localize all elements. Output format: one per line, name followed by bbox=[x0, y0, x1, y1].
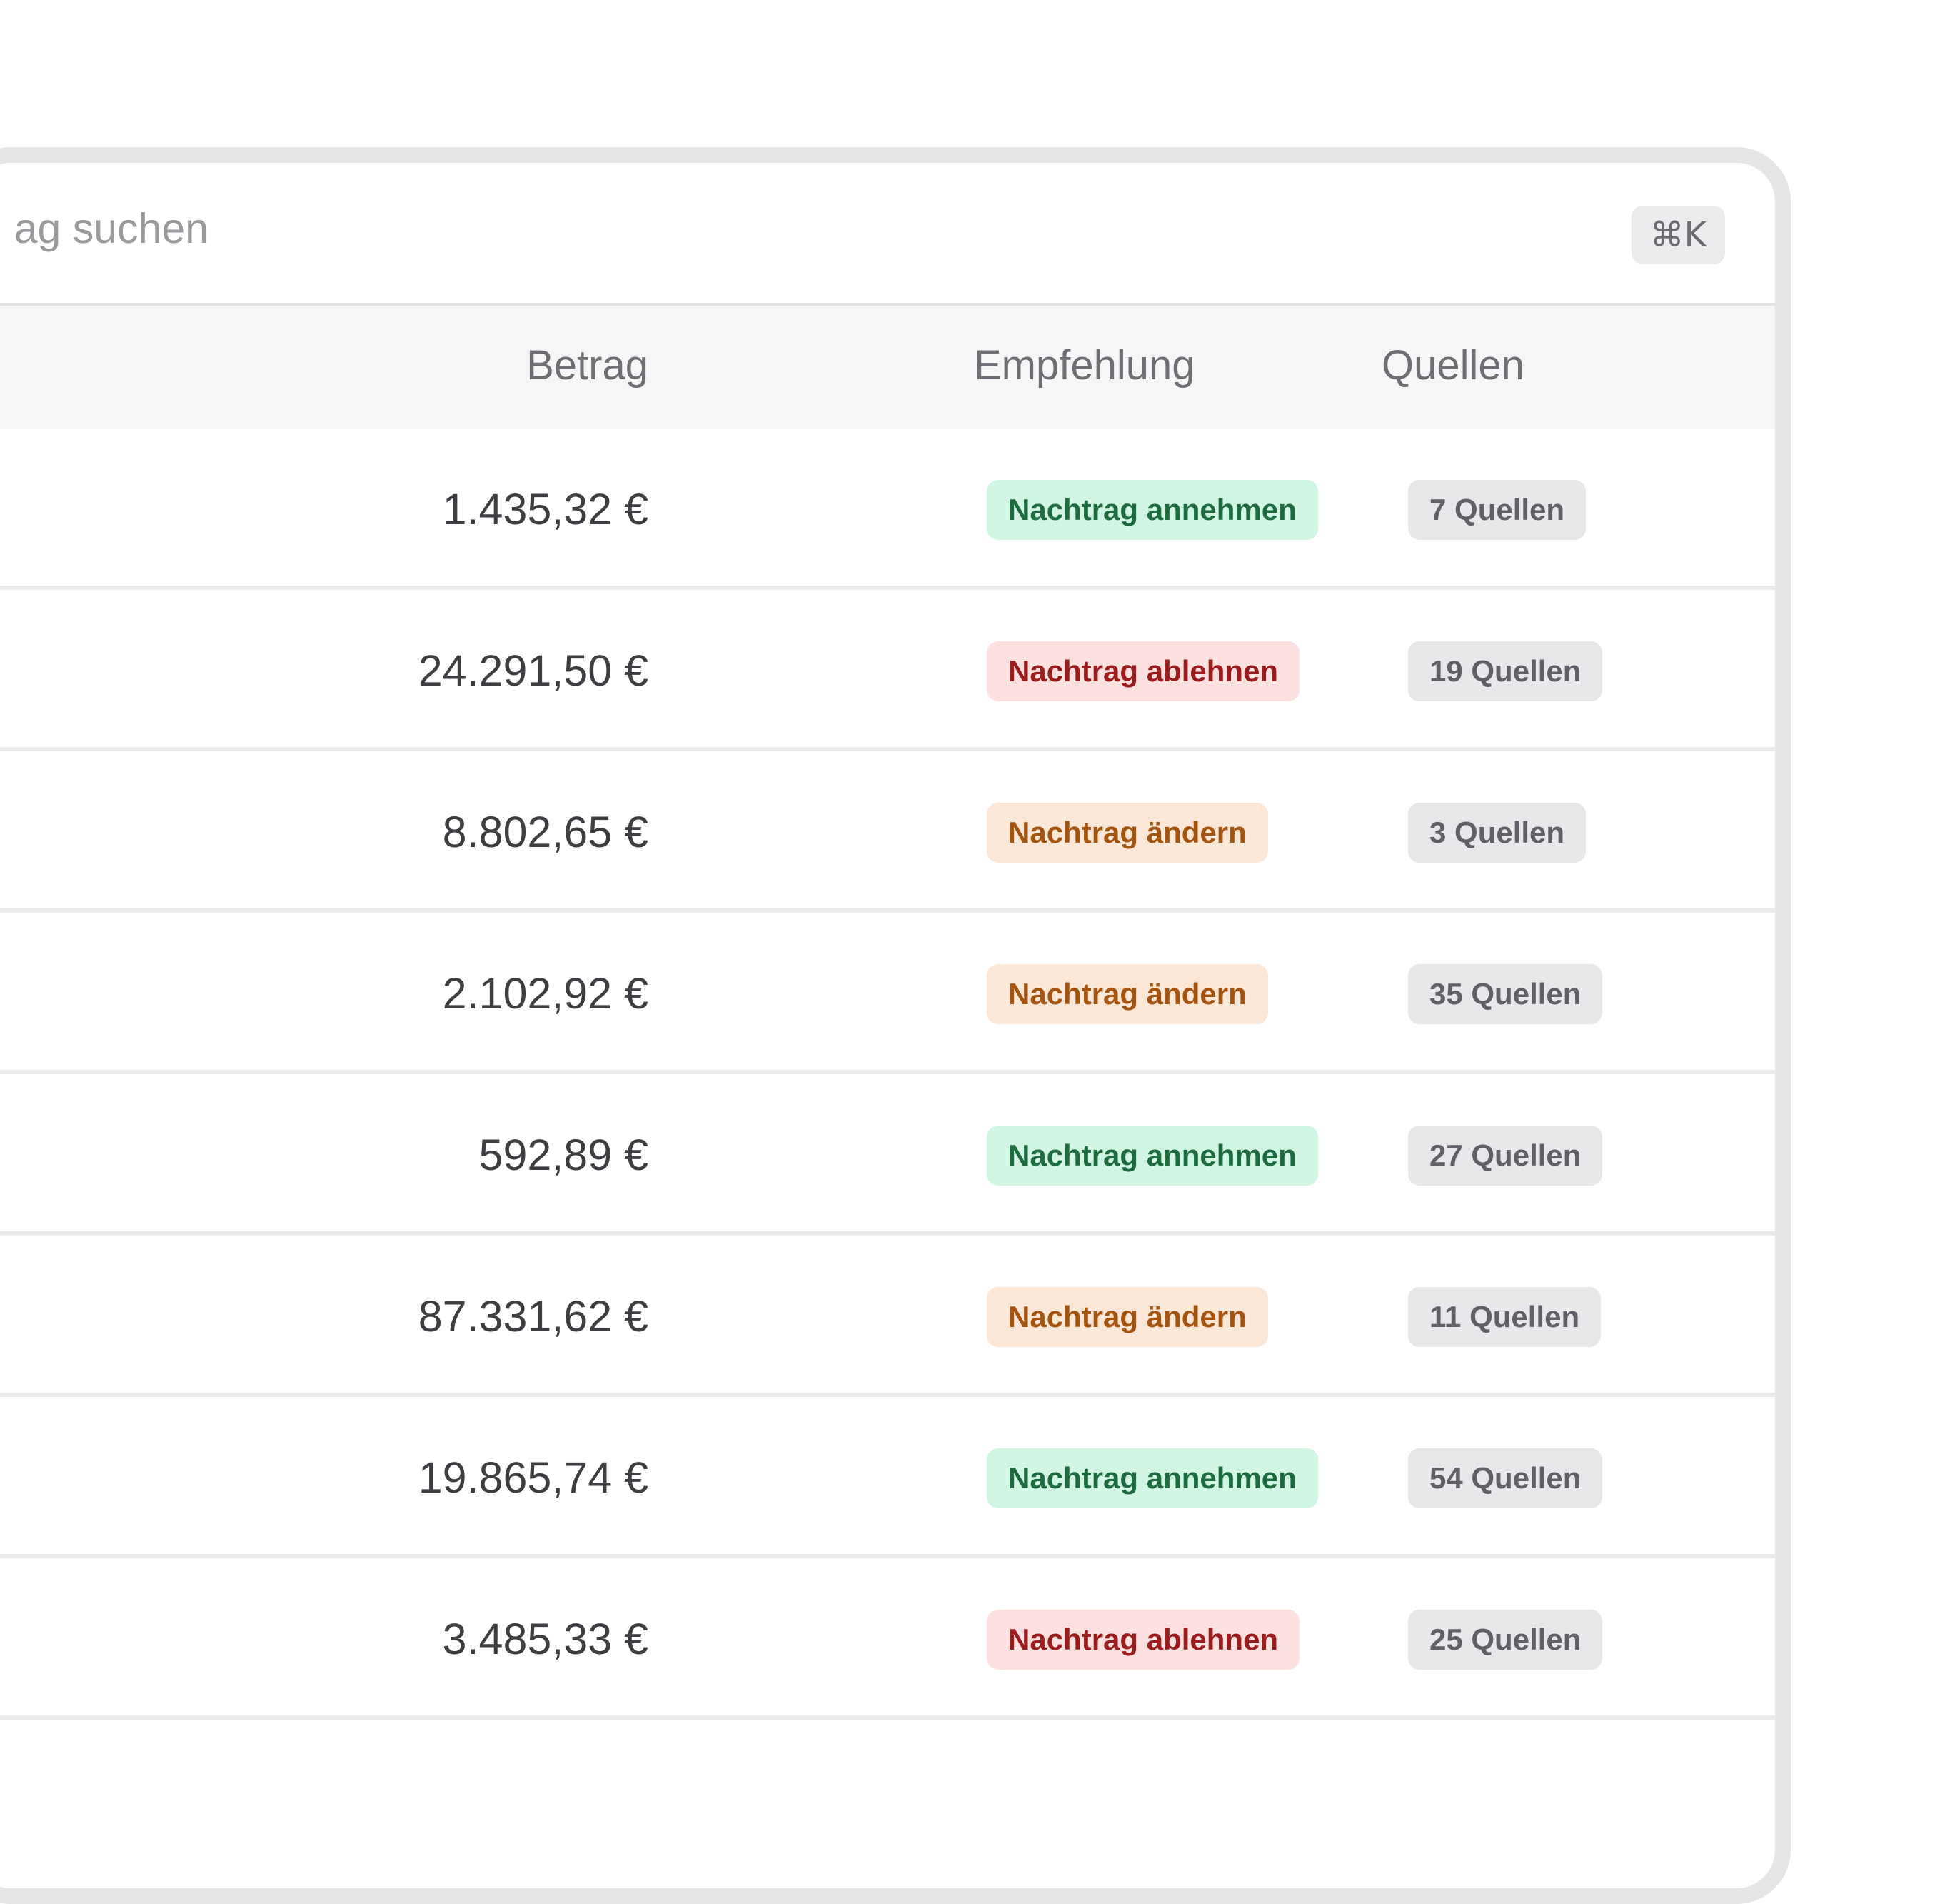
sources-badge[interactable]: 35 Quellen bbox=[1408, 964, 1603, 1024]
table-row[interactable]: 3.485,33 € Nachtrag ablehnen 25 Quellen bbox=[0, 1558, 1775, 1720]
sources-badge[interactable]: 19 Quellen bbox=[1408, 641, 1603, 701]
recommendation-badge: Nachtrag ablehnen bbox=[987, 1610, 1300, 1670]
column-header-quellen[interactable]: Quellen bbox=[1382, 342, 1524, 389]
amount-cell: 24.291,50 € bbox=[418, 646, 648, 695]
sources-badge[interactable]: 25 Quellen bbox=[1408, 1610, 1603, 1670]
table-row[interactable]: 2.102,92 € Nachtrag ändern 35 Quellen bbox=[0, 913, 1775, 1074]
amount-cell: 87.331,62 € bbox=[418, 1292, 648, 1341]
amount-cell: 2.102,92 € bbox=[442, 969, 648, 1018]
keyboard-shortcut-badge: ⌘K bbox=[1631, 206, 1725, 264]
search-bar[interactable]: ag suchen ⌘K bbox=[0, 163, 1775, 306]
table-row[interactable]: 24.291,50 € Nachtrag ablehnen 19 Quellen bbox=[0, 590, 1775, 751]
sources-badge[interactable]: 3 Quellen bbox=[1408, 803, 1587, 863]
table-card: ag suchen ⌘K Betrag Empfehlung Quellen 1… bbox=[0, 147, 1791, 1904]
search-placeholder: ag suchen bbox=[16, 205, 208, 252]
column-header-betrag[interactable]: Betrag bbox=[526, 342, 648, 389]
amount-cell: 8.802,65 € bbox=[442, 808, 648, 856]
table-row[interactable]: 592,89 € Nachtrag annehmen 27 Quellen bbox=[0, 1074, 1775, 1236]
sources-badge[interactable]: 54 Quellen bbox=[1408, 1448, 1603, 1508]
recommendation-badge: Nachtrag annehmen bbox=[987, 480, 1318, 540]
table-row[interactable]: 8.802,65 € Nachtrag ändern 3 Quellen bbox=[0, 751, 1775, 913]
recommendation-badge: Nachtrag ablehnen bbox=[987, 641, 1300, 701]
amount-cell: 3.485,33 € bbox=[442, 1615, 648, 1663]
recommendation-badge: Nachtrag ändern bbox=[987, 803, 1268, 863]
recommendation-badge: Nachtrag ändern bbox=[987, 964, 1268, 1024]
sources-badge[interactable]: 7 Quellen bbox=[1408, 480, 1587, 540]
table-row[interactable]: 87.331,62 € Nachtrag ändern 11 Quellen bbox=[0, 1236, 1775, 1397]
recommendation-badge: Nachtrag annehmen bbox=[987, 1448, 1318, 1508]
amount-cell: 592,89 € bbox=[478, 1131, 648, 1179]
table-body: 1.435,32 € Nachtrag annehmen 7 Quellen 2… bbox=[0, 429, 1775, 1720]
column-header-empfehlung[interactable]: Empfehlung bbox=[974, 342, 1195, 389]
search-input[interactable]: ag suchen bbox=[16, 163, 658, 303]
recommendation-badge: Nachtrag annehmen bbox=[987, 1126, 1318, 1186]
amount-cell: 19.865,74 € bbox=[418, 1453, 648, 1502]
table-header: Betrag Empfehlung Quellen bbox=[0, 306, 1775, 429]
amount-cell: 1.435,32 € bbox=[442, 485, 648, 533]
sources-badge[interactable]: 27 Quellen bbox=[1408, 1126, 1603, 1186]
sources-badge[interactable]: 11 Quellen bbox=[1408, 1287, 1602, 1347]
table-row[interactable]: 19.865,74 € Nachtrag annehmen 54 Quellen bbox=[0, 1397, 1775, 1558]
table-row[interactable]: 1.435,32 € Nachtrag annehmen 7 Quellen bbox=[0, 429, 1775, 590]
recommendation-badge: Nachtrag ändern bbox=[987, 1287, 1268, 1347]
